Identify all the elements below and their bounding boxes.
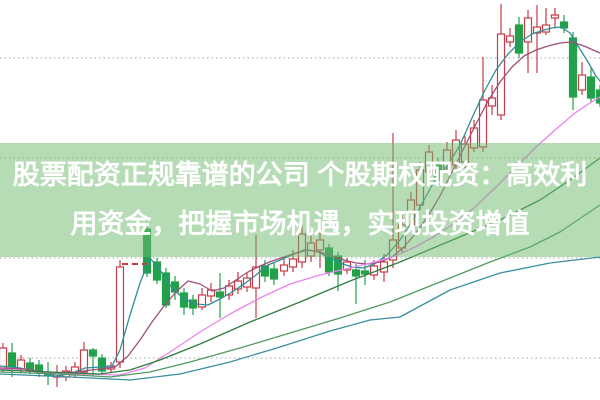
candle [586,68,596,102]
ma-line-ma-slow-teal [0,256,600,381]
headline-banner: 股票配资正规靠谱的公司 个股期权配资：高效利 用资金，把握市场机遇，实现投资增值 [0,143,600,257]
candle [496,4,506,120]
candle [224,280,234,300]
candle [351,264,361,304]
candle [487,85,497,115]
candle [152,258,162,284]
candle [505,28,515,47]
candle [161,268,171,308]
candle [79,342,89,375]
candle [233,272,243,294]
candle [34,360,44,377]
candle [269,263,279,285]
candle [188,295,198,315]
candle [206,283,216,302]
candle [97,354,107,374]
candle [532,5,542,73]
candle [215,273,225,318]
candle [197,288,207,310]
candle [595,85,600,107]
candle [559,15,569,33]
candle [179,288,189,315]
candle [88,348,98,376]
candle [577,62,587,95]
candle [523,10,533,73]
candle [514,17,524,58]
candle [115,260,125,368]
headline-line-1: 股票配资正规靠谱的公司 个股期权配资：高效利 [12,160,588,190]
headline-line-2: 用资金，把握市场机遇，实现投资增值 [70,209,530,239]
candle [550,8,560,27]
candle [279,259,289,276]
candle [541,8,551,35]
